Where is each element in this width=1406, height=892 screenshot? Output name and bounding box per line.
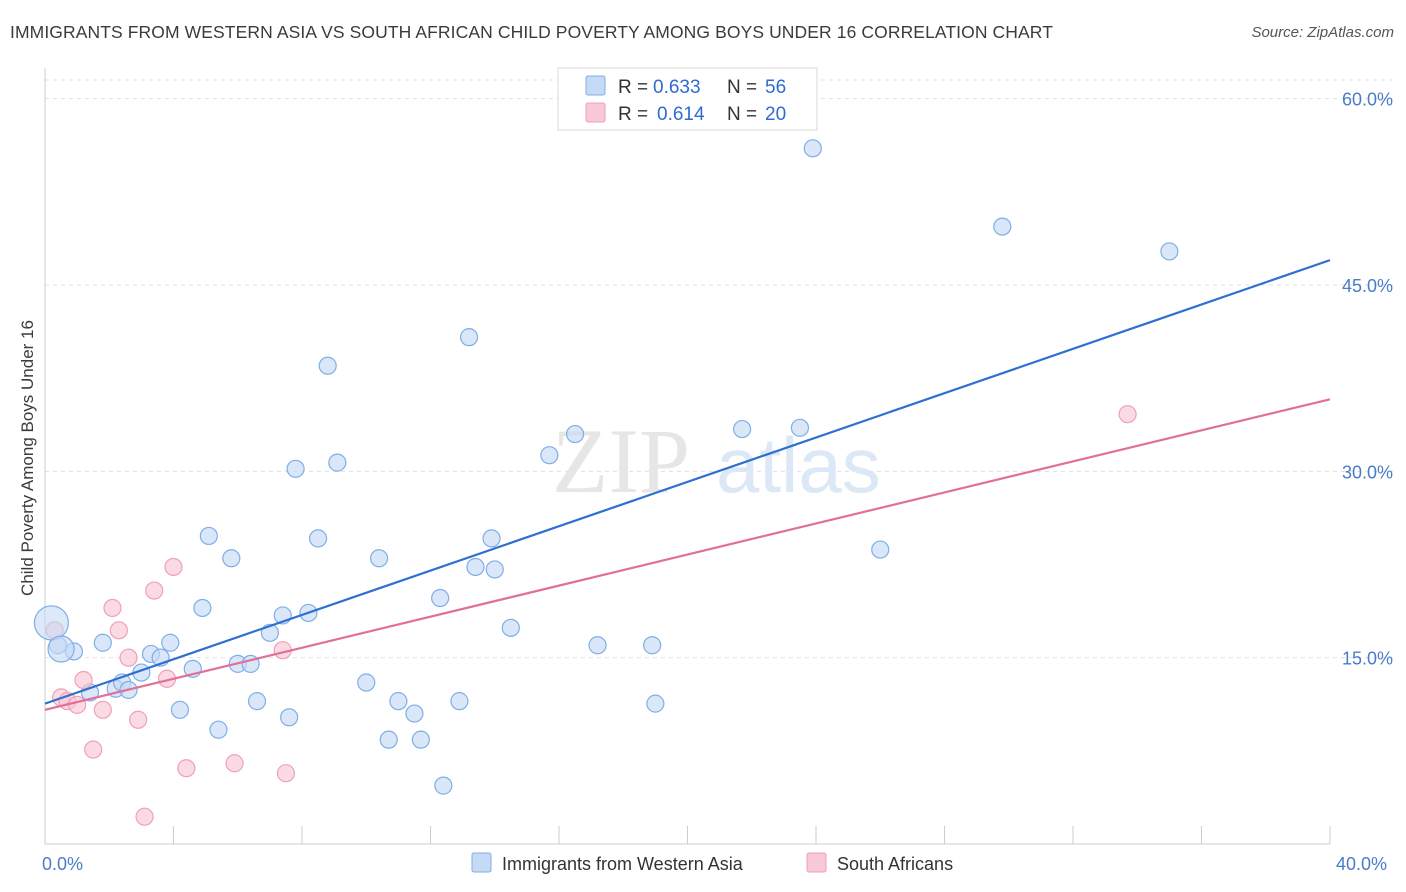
- watermark: ZIP atlas: [552, 410, 881, 512]
- source-label: Source: ZipAtlas.com: [1251, 24, 1394, 41]
- bottom-legend-swatch-blue: [471, 852, 492, 873]
- blue-point-13: [193, 598, 212, 618]
- blue-point-11: [170, 700, 190, 719]
- blue-point-52: [1160, 242, 1179, 261]
- legend-r-value-1: 0.633: [653, 77, 701, 98]
- pink-point-6: [93, 700, 112, 719]
- axes: [44, 68, 1331, 845]
- y-tick-label-0: 15.0%: [1342, 649, 1393, 669]
- pink-point-19: [1118, 405, 1137, 424]
- x-tick-label-max: 40.0%: [1336, 854, 1387, 874]
- pink-point-9: [119, 648, 138, 667]
- legend-r-label-1: R =: [618, 77, 648, 98]
- blue-point-25: [308, 529, 328, 548]
- blue-point-31: [389, 692, 408, 711]
- blue-point-36: [450, 692, 469, 711]
- blue-point-3: [93, 633, 112, 652]
- blue-point-40: [485, 560, 504, 579]
- blue-point-41: [501, 618, 520, 637]
- legend-n-value-2: 20: [765, 104, 786, 125]
- blue-point-45: [643, 636, 662, 655]
- legend-swatch-pink: [585, 102, 606, 123]
- blue-point-10: [161, 633, 180, 652]
- pink-point-15: [177, 759, 196, 778]
- blue-point-38: [466, 557, 485, 577]
- blue-point-19: [247, 692, 267, 711]
- legend-r-value-2: 0.614: [657, 104, 705, 125]
- blue-point-39: [482, 529, 501, 548]
- blue-point-15: [209, 720, 228, 739]
- blue-point-27: [328, 453, 347, 472]
- pink-point-4: [74, 670, 93, 690]
- gridlines: [45, 79, 1395, 659]
- legend-n-label-1: N =: [727, 77, 757, 98]
- pink-point-12: [145, 581, 164, 600]
- legend-r-label-2: R =: [618, 104, 648, 125]
- y-tick-label-3: 60.0%: [1342, 90, 1393, 110]
- chart-title: IMMIGRANTS FROM WESTERN ASIA VS SOUTH AF…: [10, 22, 1054, 42]
- pink-point-8: [109, 621, 128, 640]
- blue-point-47: [733, 419, 752, 439]
- y-tick-labels: 15.0% 30.0% 45.0% 60.0%: [1342, 90, 1393, 669]
- blue-point-23: [286, 459, 305, 478]
- blue-point-29: [370, 549, 389, 568]
- blue-cluster-point: [33, 605, 70, 641]
- blue-point-32: [405, 704, 424, 723]
- blue-point-49: [803, 139, 822, 158]
- blue-point-33: [411, 730, 430, 749]
- pink-point-10: [129, 710, 148, 729]
- data-points: [33, 139, 1179, 826]
- blue-point-22: [280, 708, 299, 727]
- y-axis-label: Child Poverty Among Boys Under 16: [18, 320, 37, 596]
- x-tick-label-min: 0.0%: [42, 854, 83, 874]
- y-tick-label-1: 30.0%: [1342, 462, 1393, 482]
- blue-point-48: [790, 418, 810, 437]
- legend-swatch-blue: [585, 75, 606, 96]
- bottom-legend-label-pink: South Africans: [837, 854, 953, 874]
- blue-point-34: [431, 588, 450, 608]
- bottom-legend-swatch-pink: [806, 852, 827, 873]
- pink-point-3: [68, 695, 87, 714]
- pink-point-11: [135, 807, 154, 826]
- blue-point-51: [993, 217, 1012, 236]
- legend-n-value-1: 56: [765, 77, 786, 98]
- trend-lines: [44, 259, 1331, 711]
- bottom-legend: Immigrants from Western Asia South Afric…: [471, 852, 953, 874]
- blue-point-43: [565, 424, 585, 444]
- blue-point-14: [199, 526, 218, 546]
- blue-point-42: [540, 446, 559, 465]
- pink-point-14: [164, 557, 183, 577]
- pink-trend-line: [44, 398, 1331, 711]
- blue-point-28: [357, 673, 376, 692]
- pink-point-16: [225, 754, 244, 773]
- blue-trend-line: [44, 259, 1331, 705]
- blue-cluster-point-2: [47, 635, 75, 663]
- legend-n-label-2: N =: [727, 104, 757, 125]
- blue-point-37: [459, 328, 479, 347]
- pink-point-5: [84, 740, 103, 759]
- blue-point-26: [318, 356, 337, 375]
- blue-point-46: [646, 694, 665, 713]
- pink-point-7: [103, 598, 122, 618]
- y-tick-label-2: 45.0%: [1342, 276, 1393, 296]
- bottom-legend-label-blue: Immigrants from Western Asia: [502, 854, 744, 874]
- blue-point-30: [379, 730, 398, 749]
- blue-point-35: [434, 776, 453, 795]
- blue-point-16: [222, 549, 241, 568]
- legend: R = 0.633 N = 56 R = 0.614 N = 20: [557, 67, 818, 131]
- pink-point-18: [276, 764, 296, 783]
- blue-point-50: [871, 540, 890, 559]
- blue-point-44: [588, 636, 607, 655]
